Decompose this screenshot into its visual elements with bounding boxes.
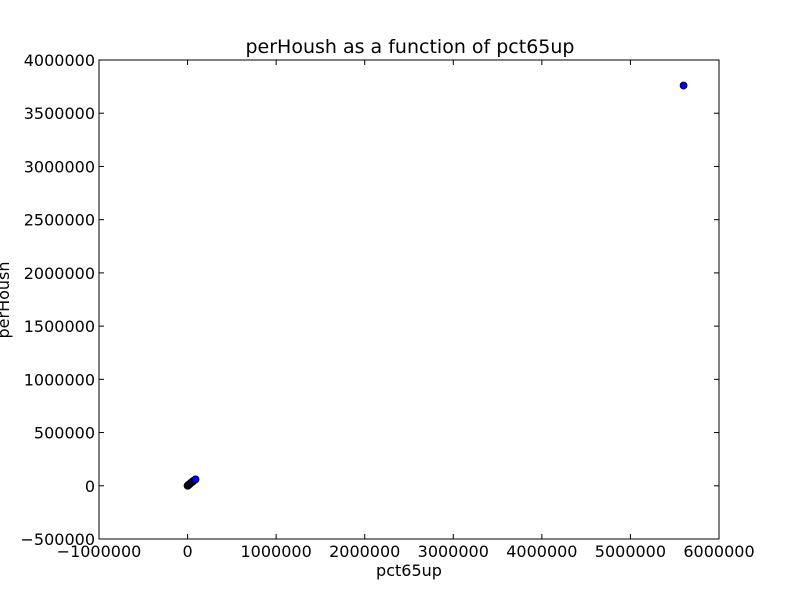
- x-tick-label: 6000000: [683, 542, 754, 561]
- y-tick-label: 3000000: [24, 157, 95, 176]
- y-tick-label: 4000000: [24, 51, 95, 70]
- y-tick-label: 1000000: [24, 370, 95, 389]
- data-point: [191, 475, 200, 484]
- x-tick-label: 4000000: [506, 542, 577, 561]
- x-tick-label: 0: [182, 542, 192, 561]
- x-tick-label: 3000000: [418, 542, 489, 561]
- y-axis-label: perHoush: [0, 261, 13, 338]
- data-point: [679, 81, 688, 90]
- x-tick-label: 2000000: [329, 542, 400, 561]
- y-tick-label: 1500000: [24, 317, 95, 336]
- x-tick-label: 5000000: [595, 542, 666, 561]
- x-tick-label: −1000000: [57, 542, 142, 561]
- y-tick-label: 0: [85, 477, 95, 496]
- plot-frame: [98, 59, 720, 540]
- x-axis-ticks: −1000000 0 1000000 2000000 3000000 4000000 500…: [57, 60, 755, 561]
- y-tick-label: 3500000: [24, 104, 95, 123]
- y-tick-label: 2000000: [24, 264, 95, 283]
- chart-title: perHoush as a function of pct65up: [245, 36, 574, 58]
- y-tick-label: −500000: [21, 530, 95, 549]
- y-tick-label: 500000: [34, 424, 95, 443]
- data-points: [183, 81, 688, 490]
- x-axis-label: pct65up: [376, 561, 442, 580]
- y-tick-label: 2500000: [24, 211, 95, 230]
- y-axis-ticks: −500000 0 500000 1000000 1500000 2000000 25000…: [21, 51, 719, 549]
- x-tick-label: 1000000: [241, 542, 312, 561]
